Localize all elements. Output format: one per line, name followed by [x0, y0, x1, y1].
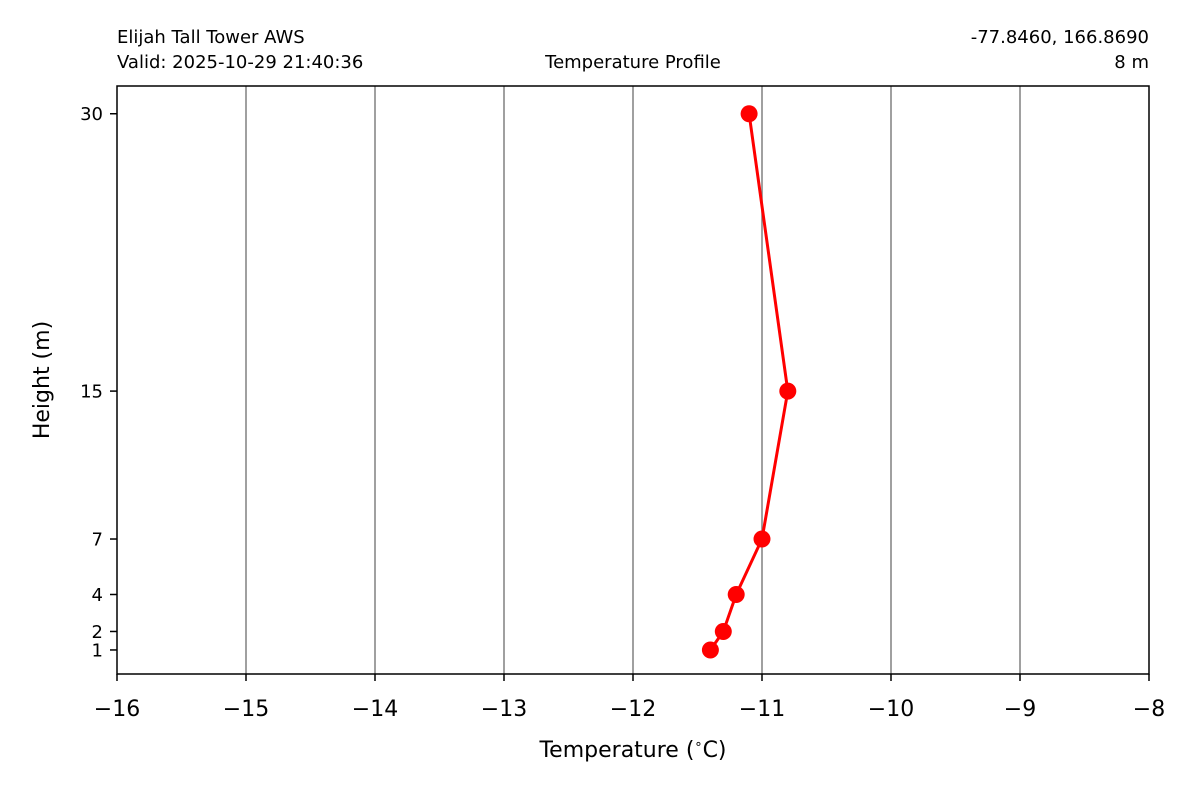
y-axis-label: Height (m) — [30, 321, 55, 439]
station-coordinates: -77.8460, 166.8690 — [971, 27, 1149, 48]
x-tick-label: −12 — [610, 697, 656, 722]
y-tick-label: 2 — [92, 622, 103, 643]
data-point — [740, 105, 758, 123]
data-point — [714, 622, 732, 640]
x-tick-label: −8 — [1133, 697, 1165, 722]
grid-lines — [245, 86, 1021, 674]
temperature-line — [709, 113, 790, 651]
x-axis-label: Temperature (∘C) — [538, 737, 726, 763]
y-tick-label: 7 — [92, 530, 103, 551]
x-tick-label: −9 — [1004, 697, 1036, 722]
chart-title: Temperature Profile — [544, 52, 721, 73]
data-point — [753, 530, 771, 548]
y-tick-label: 1 — [92, 640, 103, 661]
x-tick-label: −15 — [223, 697, 269, 722]
x-axis-ticks: −16 −15 −14 −13 −12 −11 −10 −9 −8 — [94, 674, 1165, 722]
y-tick-label: 4 — [92, 585, 103, 606]
x-tick-label: −16 — [94, 697, 140, 722]
valid-time: Valid: 2025-10-29 21:40:36 — [117, 52, 363, 73]
x-tick-label: −14 — [352, 697, 398, 722]
data-point — [727, 585, 745, 603]
x-tick-label: −13 — [481, 697, 527, 722]
y-tick-label: 30 — [80, 104, 103, 125]
data-series — [701, 105, 797, 659]
y-axis-ticks: 12 4 7 15 30 — [80, 104, 117, 661]
data-point — [779, 382, 797, 400]
x-tick-label: −11 — [739, 697, 785, 722]
y-tick-label: 15 — [80, 382, 103, 403]
station-elevation: 8 m — [1114, 52, 1149, 73]
data-point — [701, 641, 719, 659]
x-tick-label: −10 — [868, 697, 914, 722]
station-name: Elijah Tall Tower AWS — [117, 27, 305, 48]
